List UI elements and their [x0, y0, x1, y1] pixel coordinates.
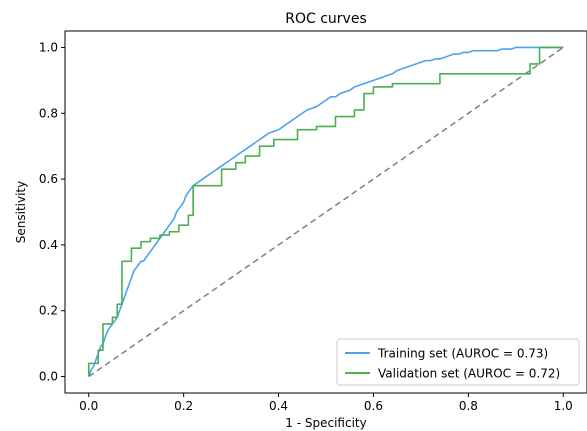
- legend-label-training: Training set (AUROC = 0.73): [377, 347, 548, 361]
- legend-box: [336, 338, 580, 386]
- legend-label-validation: Validation set (AUROC = 0.72): [378, 367, 560, 381]
- x-tick-label: 0.0: [79, 399, 98, 413]
- x-tick-label: 1.0: [554, 399, 573, 413]
- x-tick-label: 0.2: [174, 399, 193, 413]
- chart-title: ROC curves: [285, 11, 367, 27]
- x-tick-label: 0.6: [364, 399, 383, 413]
- x-tick-label: 0.4: [269, 399, 288, 413]
- x-tick-label: 0.8: [459, 399, 478, 413]
- plot-content: [87, 46, 564, 378]
- series-line-validation: [87, 46, 564, 377]
- y-tick-label: 0.0: [39, 370, 58, 384]
- y-tick-label: 0.6: [39, 172, 58, 186]
- y-tick-label: 1.0: [39, 40, 58, 54]
- y-axis-label: Sensitivity: [14, 181, 28, 243]
- y-tick-label: 0.8: [39, 106, 58, 120]
- x-axis-label: 1 - Specificity: [285, 416, 366, 430]
- y-tick-label: 0.2: [39, 304, 58, 318]
- y-axis: 0.0 0.2 0.4 0.6 0.8 1.0: [39, 40, 65, 384]
- series-line-training: [87, 46, 564, 377]
- x-axis: 0.0 0.2 0.4 0.6 0.8 1.0: [79, 393, 573, 413]
- reference-diagonal-line: [88, 46, 564, 378]
- legend: Training set (AUROC = 0.73) Validation s…: [336, 338, 580, 386]
- y-tick-label: 0.4: [39, 238, 58, 252]
